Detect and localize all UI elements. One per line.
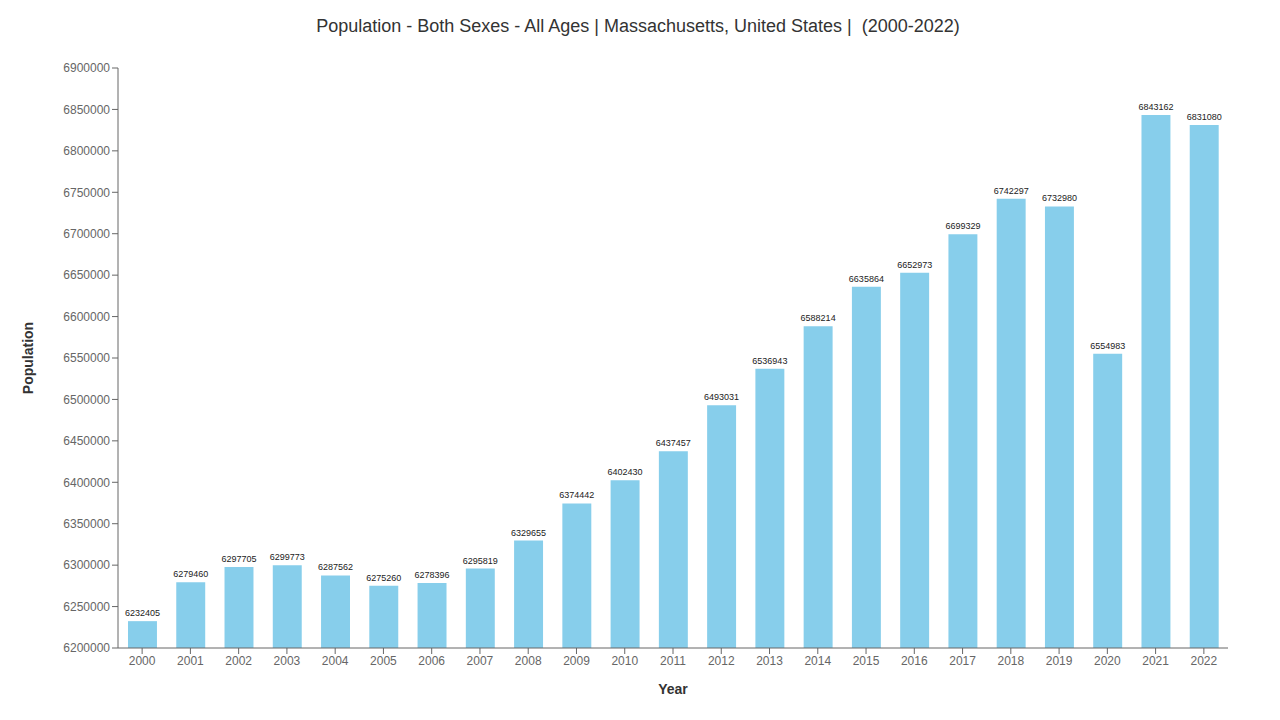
svg-text:2011: 2011 (660, 654, 686, 668)
svg-text:6400000: 6400000 (63, 476, 110, 490)
svg-text:6299773: 6299773 (270, 552, 305, 562)
svg-text:2020: 2020 (1094, 654, 1121, 668)
svg-text:6402430: 6402430 (608, 467, 643, 477)
svg-text:2000: 2000 (129, 654, 156, 668)
svg-text:2004: 2004 (322, 654, 349, 668)
svg-text:6554983: 6554983 (1090, 341, 1125, 351)
svg-text:6279460: 6279460 (173, 569, 208, 579)
svg-text:6300000: 6300000 (63, 558, 110, 572)
svg-text:6200000: 6200000 (63, 641, 110, 655)
svg-text:6550000: 6550000 (63, 351, 110, 365)
svg-text:6493031: 6493031 (704, 392, 739, 402)
svg-text:6295819: 6295819 (463, 556, 498, 566)
html-text:Population - Both Sexes - All: Population - Both Sexes - All Ages | Mas… (316, 16, 960, 36)
svg-text:6800000: 6800000 (63, 144, 110, 158)
svg-text:2021: 2021 (1142, 654, 1169, 668)
svg-text:2010: 2010 (611, 654, 638, 668)
svg-text:6588214: 6588214 (801, 313, 836, 323)
svg-text:2016: 2016 (901, 654, 928, 668)
svg-text:2017: 2017 (949, 654, 976, 668)
svg-text:6437457: 6437457 (656, 438, 691, 448)
svg-text:2001: 2001 (177, 654, 204, 668)
svg-text:2019: 2019 (1046, 654, 1073, 668)
svg-text:2007: 2007 (467, 654, 494, 668)
svg-text:6850000: 6850000 (63, 103, 110, 117)
svg-text:Year: Year (658, 681, 688, 697)
svg-text:6297705: 6297705 (221, 554, 256, 564)
svg-text:2009: 2009 (563, 654, 590, 668)
svg-text:2015: 2015 (853, 654, 880, 668)
svg-text:6600000: 6600000 (63, 310, 110, 324)
svg-text:6350000: 6350000 (63, 517, 110, 531)
svg-text:6500000: 6500000 (63, 393, 110, 407)
svg-text:2005: 2005 (370, 654, 397, 668)
svg-text:2012: 2012 (708, 654, 735, 668)
svg-text:6699329: 6699329 (945, 221, 980, 231)
svg-text:6700000: 6700000 (63, 227, 110, 241)
svg-text:2002: 2002 (225, 654, 252, 668)
svg-text:6232405: 6232405 (125, 608, 160, 618)
svg-text:6329655: 6329655 (511, 528, 546, 538)
svg-text:6635864: 6635864 (849, 274, 884, 284)
svg-text:6278396: 6278396 (415, 570, 450, 580)
svg-text:2006: 2006 (418, 654, 445, 668)
svg-text:6650000: 6650000 (63, 268, 110, 282)
svg-text:6900000: 6900000 (63, 61, 110, 75)
svg-text:6374442: 6374442 (559, 490, 594, 500)
svg-text:6831080: 6831080 (1187, 112, 1222, 122)
svg-text:2013: 2013 (756, 654, 783, 668)
svg-text:6750000: 6750000 (63, 186, 110, 200)
svg-text:6652973: 6652973 (897, 260, 932, 270)
svg-text:6843162: 6843162 (1138, 102, 1173, 112)
svg-text:6275260: 6275260 (366, 573, 401, 583)
svg-text:2008: 2008 (515, 654, 542, 668)
svg-text:2003: 2003 (274, 654, 301, 668)
svg-text:2018: 2018 (997, 654, 1024, 668)
svg-text:6450000: 6450000 (63, 434, 110, 448)
svg-text:2022: 2022 (1191, 654, 1218, 668)
svg-text:2014: 2014 (804, 654, 831, 668)
svg-text:6732980: 6732980 (1042, 193, 1077, 203)
svg-text:6536943: 6536943 (752, 356, 787, 366)
svg-text:6250000: 6250000 (63, 600, 110, 614)
svg-text:Population: Population (20, 322, 36, 394)
svg-text:6287562: 6287562 (318, 562, 353, 572)
svg-text:6742297: 6742297 (994, 186, 1029, 196)
